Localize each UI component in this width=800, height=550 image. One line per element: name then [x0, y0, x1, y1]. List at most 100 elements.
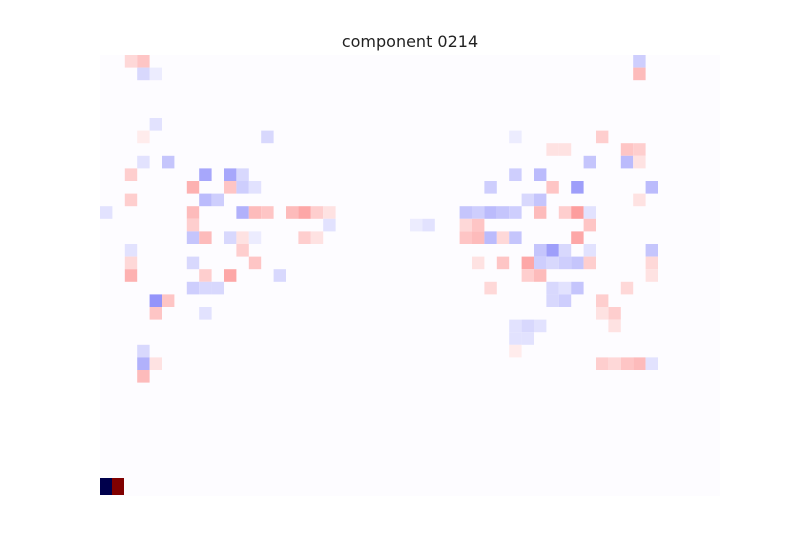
heatmap-cell — [124, 168, 138, 181]
heatmap-cell — [484, 206, 497, 219]
heatmap-cell — [286, 206, 299, 219]
heatmap-cell — [224, 181, 237, 194]
heatmap-cell — [248, 181, 262, 194]
heatmap-cell — [583, 218, 596, 232]
heatmap-cell — [459, 206, 472, 219]
heatmap-cell — [534, 269, 547, 282]
scale-swatch-min — [100, 478, 112, 495]
heatmap-cell — [558, 294, 572, 307]
heatmap-cell — [509, 319, 522, 333]
heatmap-cell — [149, 67, 162, 81]
heatmap-cell — [224, 269, 237, 282]
heatmap-cell — [534, 256, 547, 270]
heatmap-cell — [645, 256, 658, 270]
heatmap-cell — [583, 155, 596, 169]
heatmap-cell — [496, 206, 510, 219]
heatmap-cell — [620, 357, 634, 370]
heatmap-cell — [186, 231, 200, 244]
heatmap-cell — [608, 319, 621, 333]
heatmap-cell — [484, 281, 497, 295]
heatmap-cell — [261, 206, 274, 219]
heatmap-cell — [509, 168, 522, 181]
heatmap-cell — [472, 231, 485, 244]
heatmap-cell — [521, 319, 534, 333]
heatmap-cell — [211, 281, 224, 295]
heatmap-cell — [583, 206, 596, 219]
heatmap-cell — [137, 370, 150, 383]
heatmap-cell — [534, 244, 547, 257]
heatmap-cell — [546, 181, 559, 194]
heatmap-cell — [472, 218, 485, 232]
heatmap-cell — [224, 231, 237, 244]
heatmap-cell — [596, 357, 609, 370]
heatmap-cell — [211, 193, 224, 207]
heatmap-cell — [633, 155, 646, 169]
heatmap-cell — [236, 244, 249, 257]
heatmap-cell — [236, 168, 249, 181]
heatmap-cell — [596, 130, 609, 144]
heatmap-cell — [248, 206, 262, 219]
heatmap-cell — [124, 256, 138, 270]
heatmap-cell — [571, 231, 584, 244]
heatmap-cell — [236, 181, 249, 194]
heatmap-cell — [534, 168, 547, 181]
heatmap-cell — [521, 269, 534, 282]
heatmap-cell — [248, 256, 262, 270]
heatmap-cell — [236, 231, 249, 244]
heatmap-cell — [484, 231, 497, 244]
heatmap-cell — [571, 181, 584, 194]
heatmap-cell — [186, 281, 200, 295]
heatmap-cell — [199, 193, 212, 207]
heatmap-cell — [620, 281, 634, 295]
heatmap-cell — [521, 193, 534, 207]
heatmap-cell — [633, 357, 646, 370]
heatmap-cell — [645, 357, 658, 370]
heatmap-cell — [472, 206, 485, 219]
heatmap-cell — [571, 281, 584, 295]
heatmap-cell — [149, 294, 162, 307]
heatmap-cell — [645, 181, 658, 194]
heatmap-cell — [558, 244, 572, 257]
heatmap-cell — [124, 269, 138, 282]
heatmap-cell — [186, 256, 200, 270]
heatmap-cell — [459, 231, 472, 244]
heatmap-cell — [484, 181, 497, 194]
heatmap-cell — [558, 143, 572, 156]
heatmap-cell — [496, 256, 510, 270]
heatmap-cell — [534, 193, 547, 207]
heatmap-cell — [521, 256, 534, 270]
heatmap-cell — [149, 307, 162, 320]
heatmap-cell — [410, 218, 423, 232]
heatmap-cell — [149, 357, 162, 370]
heatmap-cell — [645, 269, 658, 282]
heatmap-cell — [620, 155, 634, 169]
heatmap-cell — [137, 344, 150, 358]
heatmap-background — [100, 55, 720, 496]
heatmap-cell — [248, 231, 262, 244]
heatmap-cell — [509, 332, 522, 345]
heatmap-cell — [323, 218, 336, 232]
heatmap-cell — [558, 281, 572, 295]
heatmap-cell — [571, 256, 584, 270]
heatmap-cell — [137, 67, 150, 81]
heatmap-cell — [583, 256, 596, 270]
heatmap-cell — [199, 269, 212, 282]
heatmap-cell — [149, 118, 162, 131]
heatmap-cell — [596, 294, 609, 307]
heatmap-cell — [558, 256, 572, 270]
heatmap-cell — [236, 206, 249, 219]
heatmap-cell — [633, 193, 646, 207]
heatmap-cell — [124, 55, 138, 68]
heatmap-cell — [509, 231, 522, 244]
heatmap-cell — [633, 67, 646, 81]
chart-title: component 0214 — [341, 32, 479, 51]
heatmap-cell — [459, 218, 472, 232]
heatmap-cell — [273, 269, 286, 282]
heatmap-cell — [100, 206, 113, 219]
heatmap-cell — [558, 206, 572, 219]
heatmap-cell — [137, 155, 150, 169]
heatmap-cell — [162, 294, 175, 307]
heatmap-cell — [509, 344, 522, 358]
heatmap-cell — [496, 231, 510, 244]
heatmap-cell — [186, 181, 200, 194]
